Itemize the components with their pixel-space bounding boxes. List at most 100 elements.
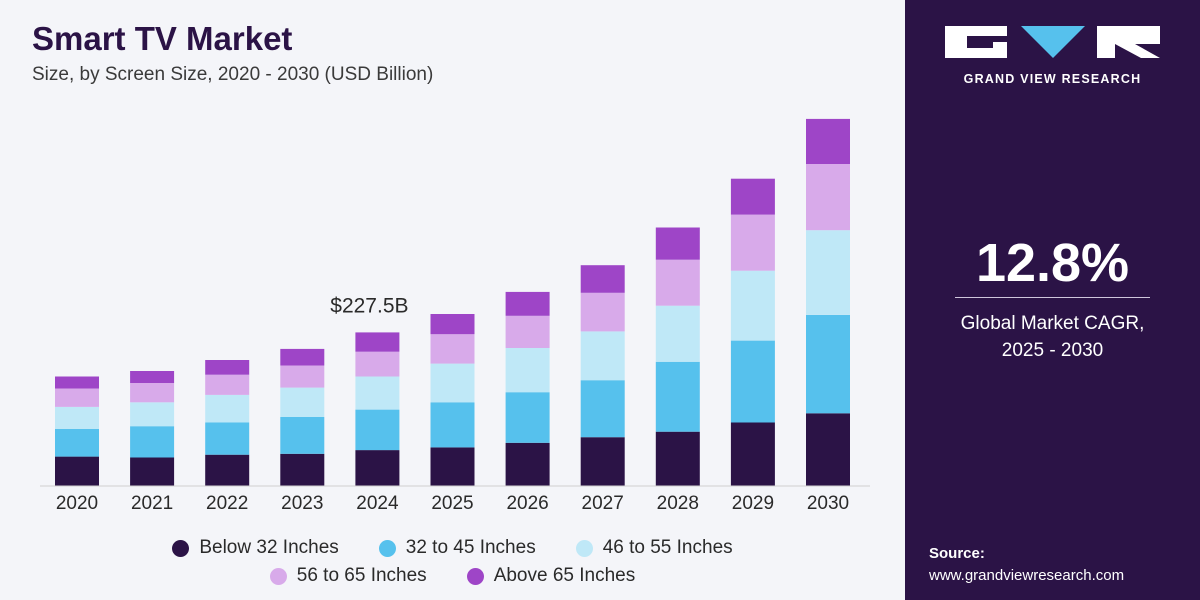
legend-label-32-to-45: 32 to 45 Inches <box>405 537 536 558</box>
cagr-divider <box>955 297 1150 298</box>
bar-segment-2021-46-to-55-inches <box>130 402 175 427</box>
bar-segment-2023-46-to-55-inches <box>280 387 325 417</box>
logo-v-shape <box>1021 26 1085 58</box>
legend-label-46-to-55: 46 to 55 Inches <box>602 537 733 558</box>
bar-segment-2020-above-65-inches <box>55 376 99 389</box>
bar-segment-2021-56-to-65-inches <box>130 383 175 403</box>
bar-segment-2023-above-65-inches <box>280 348 325 366</box>
bar-segment-2028-32-to-45-inches <box>655 361 700 432</box>
bar-segment-2025-46-to-55-inches <box>430 363 475 403</box>
chart-panel: Smart TV Market Size, by Screen Size, 20… <box>0 20 905 587</box>
bar-segment-2025-below-32-inches <box>430 447 475 486</box>
bar-segment-2023-56-to-65-inches <box>280 365 325 388</box>
bar-segment-2030-46-to-55-inches <box>806 230 850 315</box>
chart-subtitle: Size, by Screen Size, 2020 - 2030 (USD B… <box>32 64 434 85</box>
x-tick-label-2030: 2030 <box>807 493 849 514</box>
bar-segment-2025-above-65-inches <box>430 314 475 335</box>
logo-r-shape <box>1097 26 1160 58</box>
legend-swatch-above-65 <box>466 567 484 585</box>
legend-row-1: Below 32 Inches 32 to 45 Inches 46 to 55… <box>0 537 905 559</box>
stacked-bar-chart: 2020 2021 2022 2023 2024 $227.5B 2025 2026 2027 2… <box>40 118 870 514</box>
x-tick-label-2023: 2023 <box>281 493 323 514</box>
bar-segment-2024-above-65-inches <box>355 332 400 352</box>
bar-segment-2021-32-to-45-inches <box>130 426 175 458</box>
bar-segment-2029-56-to-65-inches <box>730 214 775 271</box>
legend-item-above-65: Above 65 Inches <box>466 565 636 587</box>
legend-item-32-to-45: 32 to 45 Inches <box>378 537 536 559</box>
bar-segment-2027-below-32-inches <box>580 437 625 486</box>
bar-segment-2020-below-32-inches <box>55 456 99 486</box>
cagr-value: 12.8% <box>975 233 1130 293</box>
x-tick-label-2029: 2029 <box>732 493 774 514</box>
cagr-label-line2: 2025 - 2030 <box>1001 340 1104 361</box>
sidebar-panel: GRAND VIEW RESEARCH 12.8% Global Market … <box>905 0 1200 600</box>
logo-g-shape <box>945 26 1007 58</box>
bar-segment-2025-32-to-45-inches <box>430 402 475 448</box>
source-link[interactable]: www.grandviewresearch.com <box>929 567 1125 584</box>
legend-item-below-32: Below 32 Inches <box>172 537 339 559</box>
bar-segment-2022-below-32-inches <box>205 454 250 486</box>
bar-segment-2024-56-to-65-inches <box>355 351 400 377</box>
legend-swatch-below-32 <box>172 539 190 557</box>
bar-segment-2027-above-65-inches <box>580 265 625 293</box>
bar-segment-2026-below-32-inches <box>505 442 550 486</box>
bar-segment-2022-46-to-55-inches <box>205 394 250 423</box>
bar-segment-2024-32-to-45-inches <box>355 409 400 451</box>
bar-segment-2030-below-32-inches <box>806 413 850 486</box>
legend-swatch-46-to-55 <box>575 539 593 557</box>
bar-segment-2028-above-65-inches <box>655 227 700 260</box>
bar-segment-2023-below-32-inches <box>280 453 325 486</box>
bar-segment-2020-32-to-45-inches <box>55 429 99 457</box>
bar-segment-2022-above-65-inches <box>205 360 250 375</box>
bar-segment-2024-below-32-inches <box>355 450 400 486</box>
x-tick-label-2022: 2022 <box>206 493 248 514</box>
bar-segment-2027-32-to-45-inches <box>580 380 625 438</box>
x-tick-label-2025: 2025 <box>431 493 473 514</box>
bar-segment-2030-above-65-inches <box>806 118 850 164</box>
source-label: Source: <box>929 545 985 562</box>
cagr-label-line1: Global Market CAGR, <box>960 313 1145 334</box>
gvr-logo-icon <box>945 26 1160 58</box>
bar-segment-2028-below-32-inches <box>655 431 700 486</box>
legend-item-56-to-65: 56 to 65 Inches <box>269 565 427 587</box>
legend-item-46-to-55: 46 to 55 Inches <box>575 537 733 559</box>
cagr-label: Global Market CAGR, 2025 - 2030 <box>905 310 1200 364</box>
x-tick-label-2027: 2027 <box>582 493 624 514</box>
bar-segment-2029-above-65-inches <box>730 178 775 215</box>
x-tick-label-2028: 2028 <box>657 493 699 514</box>
legend-label-56-to-65: 56 to 65 Inches <box>296 565 427 586</box>
bar-segment-2021-above-65-inches <box>130 371 175 383</box>
logo-wordmark: GRAND VIEW RESEARCH <box>963 72 1142 86</box>
legend-swatch-56-to-65 <box>269 567 287 585</box>
bar-segment-2021-below-32-inches <box>130 457 175 486</box>
bar-segment-2026-46-to-55-inches <box>505 348 550 393</box>
bar-segment-2030-56-to-65-inches <box>806 164 850 231</box>
chart-title: Smart TV Market <box>32 20 293 57</box>
bar-segment-2027-56-to-65-inches <box>580 292 625 332</box>
bar-segment-2027-46-to-55-inches <box>580 331 625 381</box>
gvr-logo: GRAND VIEW RESEARCH <box>945 22 1160 92</box>
bar-segment-2028-56-to-65-inches <box>655 259 700 306</box>
bar-segment-2022-32-to-45-inches <box>205 422 250 455</box>
bar-segment-2028-46-to-55-inches <box>655 305 700 362</box>
bar-segment-2026-32-to-45-inches <box>505 392 550 443</box>
bar-segment-2022-56-to-65-inches <box>205 374 250 395</box>
legend-swatch-32-to-45 <box>378 539 396 557</box>
x-tick-label-2021: 2021 <box>131 493 173 514</box>
bar-segment-2030-32-to-45-inches <box>806 314 850 414</box>
bar-segment-2029-46-to-55-inches <box>730 270 775 341</box>
bar-segment-2024-46-to-55-inches <box>355 376 400 410</box>
bar-segment-2020-56-to-65-inches <box>55 388 99 407</box>
bar-segment-2025-56-to-65-inches <box>430 334 475 364</box>
data-label-2024: $227.5B <box>330 294 408 317</box>
bar-segment-2026-above-65-inches <box>505 291 550 316</box>
bar-segment-2029-below-32-inches <box>730 422 775 486</box>
legend-row-2: 56 to 65 Inches Above 65 Inches <box>0 565 905 587</box>
x-tick-label-2024: 2024 <box>356 493 399 514</box>
x-tick-label-2020: 2020 <box>56 493 98 514</box>
bar-segment-2023-32-to-45-inches <box>280 417 325 454</box>
x-tick-label-2026: 2026 <box>506 493 548 514</box>
legend-label-above-65: Above 65 Inches <box>493 565 636 586</box>
bar-segment-2026-56-to-65-inches <box>505 315 550 348</box>
legend-label-below-32: Below 32 Inches <box>199 537 339 558</box>
